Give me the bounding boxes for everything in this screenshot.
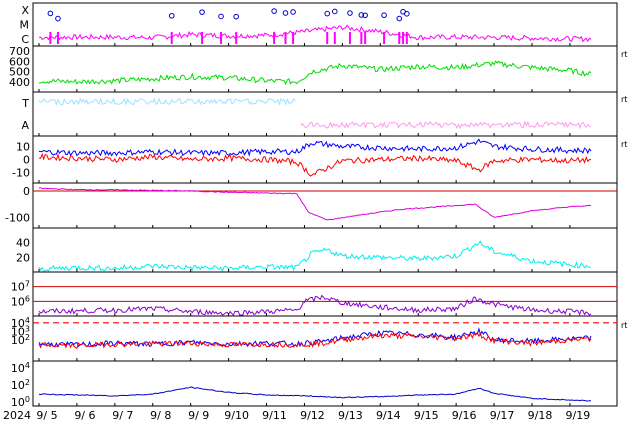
x-tick-label: 9/14 <box>376 409 401 422</box>
flare-marker <box>290 9 296 15</box>
x-tick-label: 9/15 <box>414 409 439 422</box>
x-tick-label: 9/18 <box>528 409 553 422</box>
y-tick-solar_wind_speed: 500 <box>9 66 30 79</box>
y-tick-imf_bz: 0 <box>23 154 30 167</box>
year-label: 2024 <box>3 409 31 422</box>
panel-frame-dst <box>32 182 618 229</box>
x-tick-label: 9/10 <box>224 409 249 422</box>
y-tick-proton_flux: 102 <box>11 333 30 347</box>
x-tick-label: 9/16 <box>452 409 477 422</box>
x-tick-label: 9/ 9 <box>188 409 209 422</box>
series-line-xray-0 <box>38 24 592 43</box>
series-line-electron_flux-0 <box>38 294 592 316</box>
panel-frame-neutron <box>32 360 618 407</box>
flare-marker <box>331 8 338 15</box>
flare-marker <box>381 12 387 19</box>
flare-marker <box>55 15 61 22</box>
right-mark: rt <box>621 95 627 104</box>
y-label-xray: C <box>21 33 29 46</box>
flare-marker <box>199 9 205 15</box>
y-tick-neutron: 100 <box>11 395 30 409</box>
y-tick-solar_wind_speed: 700 <box>9 45 30 58</box>
y-tick-kp_like: 20 <box>16 251 30 264</box>
x-tick-label: 9/13 <box>338 409 363 422</box>
series-line-imf_bz-0 <box>38 138 592 157</box>
x-tick-label: 9/ 7 <box>112 409 133 422</box>
y-tick-kp_like: 40 <box>16 237 30 250</box>
series-line-imf_sector-0 <box>38 97 296 106</box>
x-tick-label: 9/19 <box>566 409 591 422</box>
flare-marker <box>271 8 277 14</box>
flare-marker <box>347 10 353 16</box>
y-tick-dst: -100 <box>5 211 30 224</box>
right-mark: rt <box>621 140 627 149</box>
x-tick-label: 9/ 8 <box>150 409 171 422</box>
flare-marker <box>47 10 54 17</box>
flare-marker <box>282 10 289 16</box>
flare-marker <box>168 12 175 19</box>
x-tick-label: 9/ 5 <box>36 409 57 422</box>
flare-marker <box>358 12 365 18</box>
x-tick-label: 9/ 6 <box>74 409 95 422</box>
flare-marker <box>218 13 224 20</box>
flare-marker <box>233 13 239 20</box>
y-label-xray: M <box>20 19 30 32</box>
y-tick-dst: 0 <box>23 185 30 198</box>
series-line-imf_sector-1 <box>300 120 592 130</box>
y-tick-neutron: 102 <box>11 378 30 392</box>
flare-marker <box>362 12 368 19</box>
y-tick-imf_bz: -10 <box>12 167 30 180</box>
flare-marker <box>396 15 403 22</box>
y-tick-neutron: 104 <box>11 361 30 375</box>
y-label-xray: X <box>21 4 29 17</box>
y-tick-solar_wind_speed: 400 <box>9 76 30 89</box>
series-line-kp_like-0 <box>38 240 592 272</box>
right-mark: rt <box>621 50 627 59</box>
flare-marker <box>324 10 331 17</box>
x-tick-label: 9/11 <box>262 409 287 422</box>
series-line-dst-0 <box>39 187 592 221</box>
y-tick-imf_bz: 10 <box>16 140 30 153</box>
x-tick-label: 9/17 <box>490 409 515 422</box>
y-tick-solar_wind_speed: 600 <box>9 55 30 68</box>
series-line-neutron-0 <box>38 386 592 402</box>
x-tick-label: 9/12 <box>300 409 325 422</box>
series-line-proton_flux-1 <box>38 331 592 350</box>
panel-frame-imf_bz <box>32 135 618 184</box>
y-label-imf_sector: T <box>21 97 29 110</box>
panel-frame-imf_sector <box>32 91 618 137</box>
right-mark: rt <box>621 321 627 330</box>
y-tick-electron_flux: 106 <box>11 294 30 308</box>
flare-marker <box>404 11 410 17</box>
y-tick-electron_flux: 107 <box>11 280 30 294</box>
y-label-imf_sector: A <box>21 119 29 132</box>
series-line-imf_bz-1 <box>39 152 592 177</box>
series-line-solar_wind_speed-0 <box>38 60 592 86</box>
